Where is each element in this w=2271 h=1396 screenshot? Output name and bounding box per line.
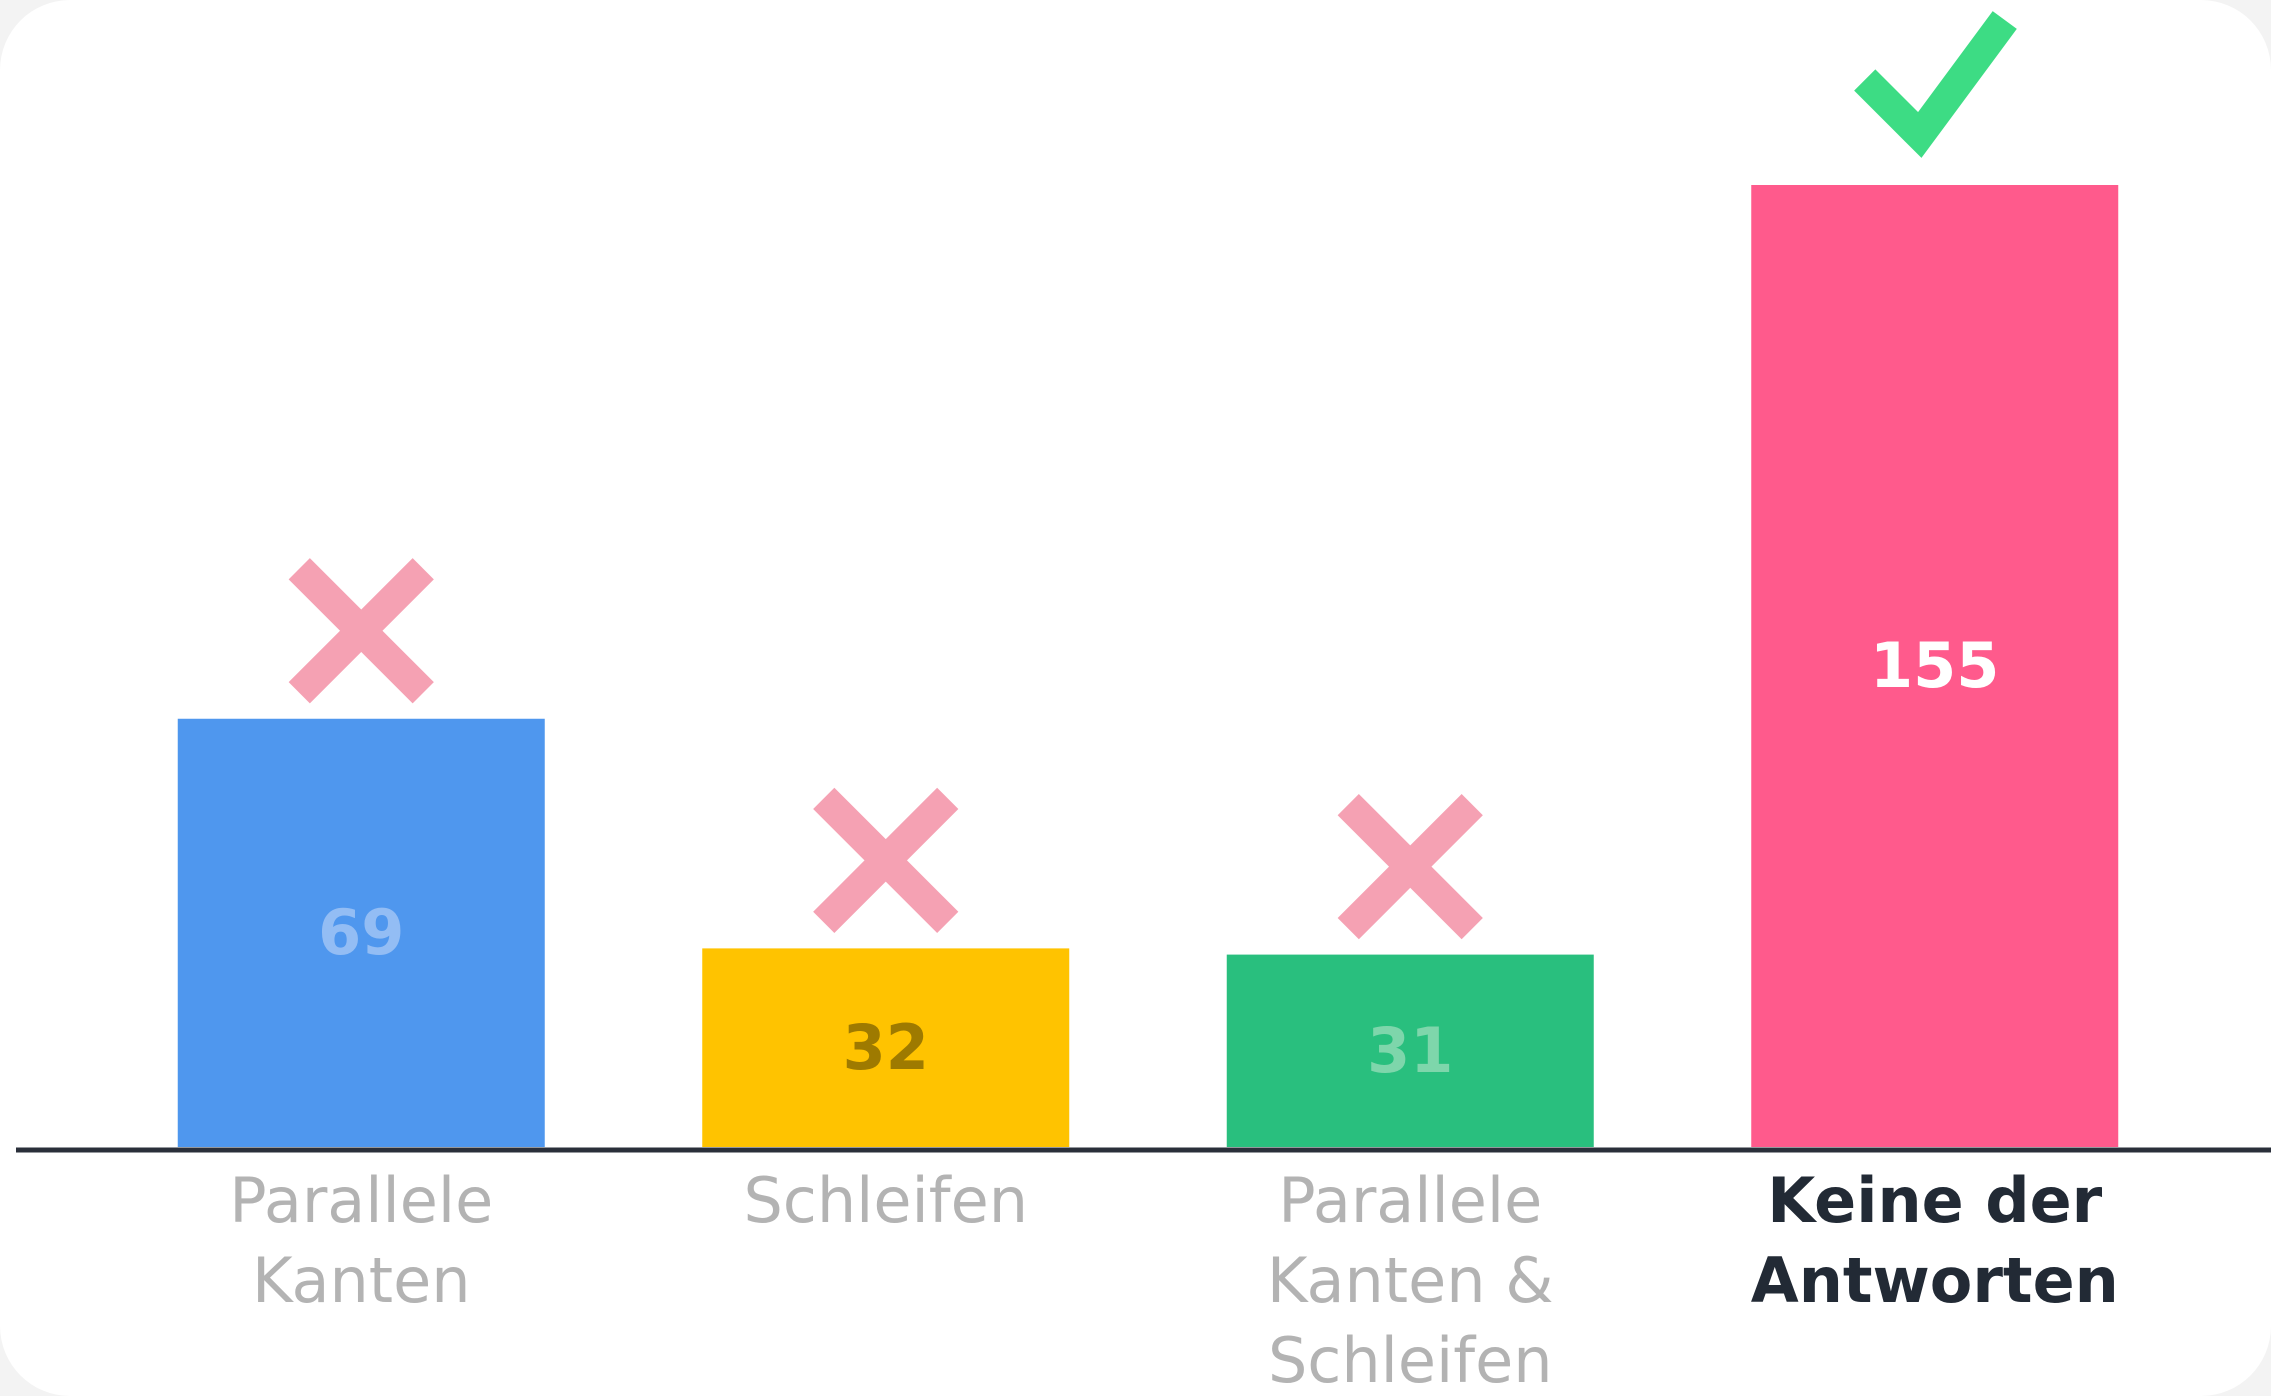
cross-icon [288, 558, 434, 704]
category-label: Keine der [1767, 1164, 2102, 1237]
category-label: Parallele [1278, 1164, 1542, 1237]
category-label: Kanten & [1267, 1244, 1554, 1317]
value-label: 32 [843, 1011, 929, 1084]
cross-icon [1337, 793, 1483, 940]
check-icon [1854, 11, 2017, 158]
bar [702, 948, 1070, 1147]
value-label: 69 [318, 896, 404, 969]
cross-icon [813, 787, 959, 934]
value-label: 31 [1367, 1014, 1453, 1087]
category-label: Parallele [229, 1164, 493, 1237]
category-label: Schleifen [743, 1164, 1028, 1237]
bar [177, 718, 545, 1147]
bar [1226, 954, 1594, 1147]
bar [1751, 185, 2119, 1147]
category-label: Schleifen [1268, 1324, 1553, 1396]
category-label: Antworten [1751, 1244, 2119, 1317]
value-label: 155 [1870, 629, 1999, 702]
category-label: Kanten [252, 1244, 471, 1317]
